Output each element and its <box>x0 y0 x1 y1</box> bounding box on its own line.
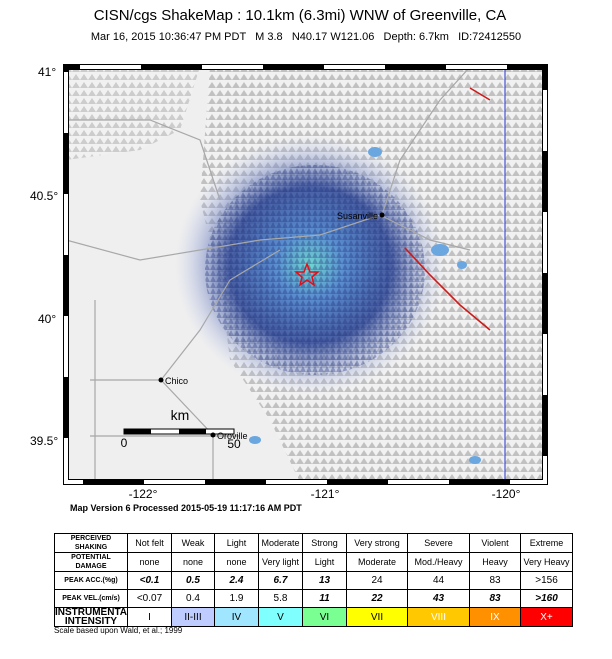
legend-cell: none <box>171 552 215 572</box>
legend-cell: II-III <box>171 607 215 627</box>
legend-cell: Not felt <box>127 533 172 553</box>
scale-bar <box>123 428 235 435</box>
intensity-legend: PERCEIVED SHAKING Not felt Weak Light Modera… <box>54 533 573 627</box>
legend-cell: Mod./Heavy <box>407 552 470 572</box>
legend-cell: 22 <box>346 589 408 608</box>
city-dot <box>210 432 216 438</box>
lakes <box>249 147 481 464</box>
legend-cell: Light <box>214 533 259 553</box>
lon-label: -120° <box>492 487 521 500</box>
row-header: PERCEIVED SHAKING <box>54 533 128 553</box>
row-header: PEAK VEL.(cm/s) <box>54 589 128 608</box>
legend-cell: 11 <box>302 589 347 608</box>
legend-cell: <0.1 <box>127 571 172 590</box>
legend-cell: IV <box>214 607 259 627</box>
scale-start: 0 <box>121 436 128 450</box>
legend-cell: <0.07 <box>127 589 172 608</box>
legend-cell: Very Heavy <box>520 552 573 572</box>
legend-cell: >160 <box>520 589 573 608</box>
legend-cell: Light <box>302 552 347 572</box>
legend-cell: Violent <box>469 533 521 553</box>
scale-end: 50 <box>227 437 241 451</box>
legend-cell: 43 <box>407 589 470 608</box>
city-label: Susanville <box>337 211 378 221</box>
map-version: Map Version 6 Processed 2015-05-19 11:17… <box>70 503 302 513</box>
legend-cell: Moderate <box>346 552 408 572</box>
legend-cell: VIII <box>407 607 470 627</box>
legend-cell: V <box>258 607 303 627</box>
legend-cell: 0.5 <box>171 571 215 590</box>
lat-label: 40.5° <box>30 189 58 203</box>
lat-label: 40° <box>38 312 56 326</box>
title: CISN/cgs ShakeMap : 10.1km (6.3mi) WNW o… <box>94 7 507 24</box>
legend-cell: Strong <box>302 533 347 553</box>
city-dot <box>158 377 164 383</box>
legend-cell: VII <box>346 607 408 627</box>
scale-note: Scale based upon Wald, et al.; 1999 <box>54 626 183 635</box>
roads <box>66 67 471 482</box>
legend-cell: I <box>127 607 172 627</box>
legend-cell: IX <box>469 607 521 627</box>
legend-cell: 24 <box>346 571 408 590</box>
map: km 0 50 Susanville Chico Oroville <box>66 67 545 482</box>
legend-cell: >156 <box>520 571 573 590</box>
legend-row: PEAK VEL.(cm/s) <0.07 0.4 1.9 5.8 11 22 43 83 >16… <box>54 589 573 608</box>
legend-cell: 2.4 <box>214 571 259 590</box>
legend-cell: 6.7 <box>258 571 303 590</box>
map-view: CISN/cgs ShakeMap : 10.1km (6.3mi) WNW o… <box>30 7 548 500</box>
legend-cell: 5.8 <box>258 589 303 608</box>
legend-row: INSTRUMENTAL INTENSITY I II-III IV V VI VII VII… <box>54 607 573 627</box>
legend-cell: X+ <box>520 607 573 627</box>
lon-label: -122° <box>129 487 158 500</box>
map-frame-ticks <box>64 65 547 484</box>
legend-cell: 0.4 <box>171 589 215 608</box>
row-header: POTENTIAL DAMAGE <box>54 552 128 572</box>
city-label: Chico <box>165 376 188 386</box>
legend-cell: Moderate <box>258 533 303 553</box>
city-dot <box>379 212 385 218</box>
legend-row: PERCEIVED SHAKING Not felt Weak Light Modera… <box>54 533 573 553</box>
legend-cell: 13 <box>302 571 347 590</box>
city-label: Oroville <box>217 431 248 441</box>
legend-cell: Severe <box>407 533 470 553</box>
legend-cell: none <box>127 552 172 572</box>
legend-row: PEAK ACC.(%g) <0.1 0.5 2.4 6.7 13 24 44 83 >156 <box>54 571 573 590</box>
legend-cell: VI <box>302 607 347 627</box>
legend-cell: 1.9 <box>214 589 259 608</box>
relief <box>205 165 425 375</box>
row-header: INSTRUMENTAL INTENSITY <box>54 607 128 627</box>
terrain <box>66 67 200 160</box>
legend-cell: Extreme <box>520 533 573 553</box>
lon-label: -121° <box>311 487 340 500</box>
faults <box>404 87 491 331</box>
row-header: PEAK ACC.(%g) <box>54 571 128 590</box>
legend-cell: 44 <box>407 571 470 590</box>
lat-label: 39.5° <box>30 434 58 448</box>
legend-cell: Very light <box>258 552 303 572</box>
subtitle: Mar 16, 2015 10:36:47 PM PDT M 3.8 N40.1… <box>91 31 521 43</box>
legend-cell: 83 <box>469 589 521 608</box>
legend-row: POTENTIAL DAMAGE none none none Very light Li… <box>54 552 573 572</box>
legend-cell: 83 <box>469 571 521 590</box>
legend-cell: none <box>214 552 259 572</box>
legend-cell: Heavy <box>469 552 521 572</box>
scale-unit: km <box>171 407 190 423</box>
legend-cell: Weak <box>171 533 215 553</box>
legend-cell: Very strong <box>346 533 408 553</box>
lat-label: 41° <box>38 65 56 79</box>
epicenter <box>293 261 321 287</box>
